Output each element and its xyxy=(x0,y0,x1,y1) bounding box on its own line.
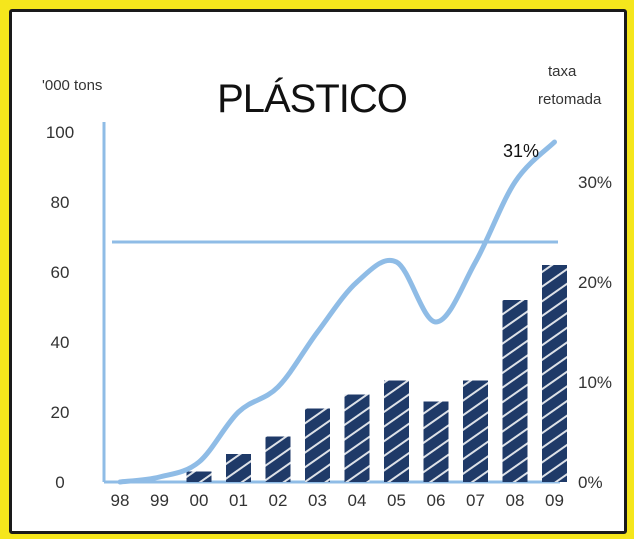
right-tick-label-0: 0% xyxy=(578,473,603,492)
x-tick-label-04: 04 xyxy=(348,491,367,510)
x-tick-label-07: 07 xyxy=(466,491,485,510)
bar-02 xyxy=(265,436,291,482)
annotation-31-percent: 31% xyxy=(503,141,539,161)
bar-03 xyxy=(305,408,330,482)
left-tick-label-60: 60 xyxy=(51,263,70,282)
left-axis-unit-label: '000 tons xyxy=(42,77,102,94)
x-tick-label-01: 01 xyxy=(229,491,248,510)
left-tick-label-100: 100 xyxy=(46,123,74,142)
left-tick-label-20: 20 xyxy=(51,403,70,422)
rate-line xyxy=(117,139,557,485)
bar-01 xyxy=(226,454,251,482)
right-axis-label-line-1: taxa xyxy=(548,63,577,80)
x-tick-label-09: 09 xyxy=(545,491,564,510)
plastico-chart: PLÁSTICO '000 tons taxa retomada 31% 020… xyxy=(42,63,612,510)
bar-00 xyxy=(186,471,212,482)
right-tick-label-20: 20% xyxy=(578,273,612,292)
x-tick-label-06: 06 xyxy=(427,491,446,510)
left-tick-label-40: 40 xyxy=(51,333,70,352)
x-tick-label-08: 08 xyxy=(506,491,525,510)
right-tick-label-30: 30% xyxy=(578,173,612,192)
chart-frame: PLÁSTICO '000 tons taxa retomada 31% 0 20… xyxy=(9,9,627,534)
x-tick-label-03: 03 xyxy=(308,491,327,510)
left-tick-label-0: 0 xyxy=(55,473,64,492)
bar-08 xyxy=(502,300,528,482)
x-tick-label-98: 98 xyxy=(111,491,130,510)
right-tick-label-10: 10% xyxy=(578,373,612,392)
chart-title: PLÁSTICO xyxy=(217,76,407,121)
bar-04 xyxy=(344,394,370,482)
right-axis-label-line-2: retomada xyxy=(538,91,602,108)
left-tick-label-80: 80 xyxy=(51,193,70,212)
bar-09 xyxy=(542,265,567,482)
bar-05 xyxy=(384,380,409,482)
bar-07 xyxy=(463,380,488,482)
x-tick-label-02: 02 xyxy=(269,491,288,510)
bar-06 xyxy=(423,401,449,482)
x-tick-label-99: 99 xyxy=(150,491,169,510)
x-tick-label-00: 00 xyxy=(190,491,209,510)
x-tick-label-05: 05 xyxy=(387,491,406,510)
